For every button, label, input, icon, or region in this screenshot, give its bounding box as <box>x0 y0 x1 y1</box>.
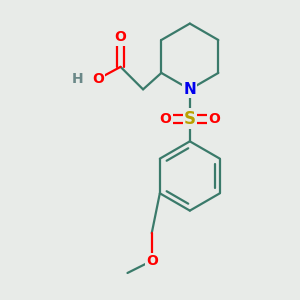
Text: S: S <box>184 110 196 128</box>
Text: O: O <box>146 254 158 268</box>
Text: O: O <box>208 112 220 126</box>
Text: H: H <box>71 72 83 86</box>
Text: O: O <box>92 72 104 86</box>
Text: O: O <box>115 30 127 44</box>
Text: N: N <box>184 82 196 97</box>
Text: O: O <box>160 112 172 126</box>
